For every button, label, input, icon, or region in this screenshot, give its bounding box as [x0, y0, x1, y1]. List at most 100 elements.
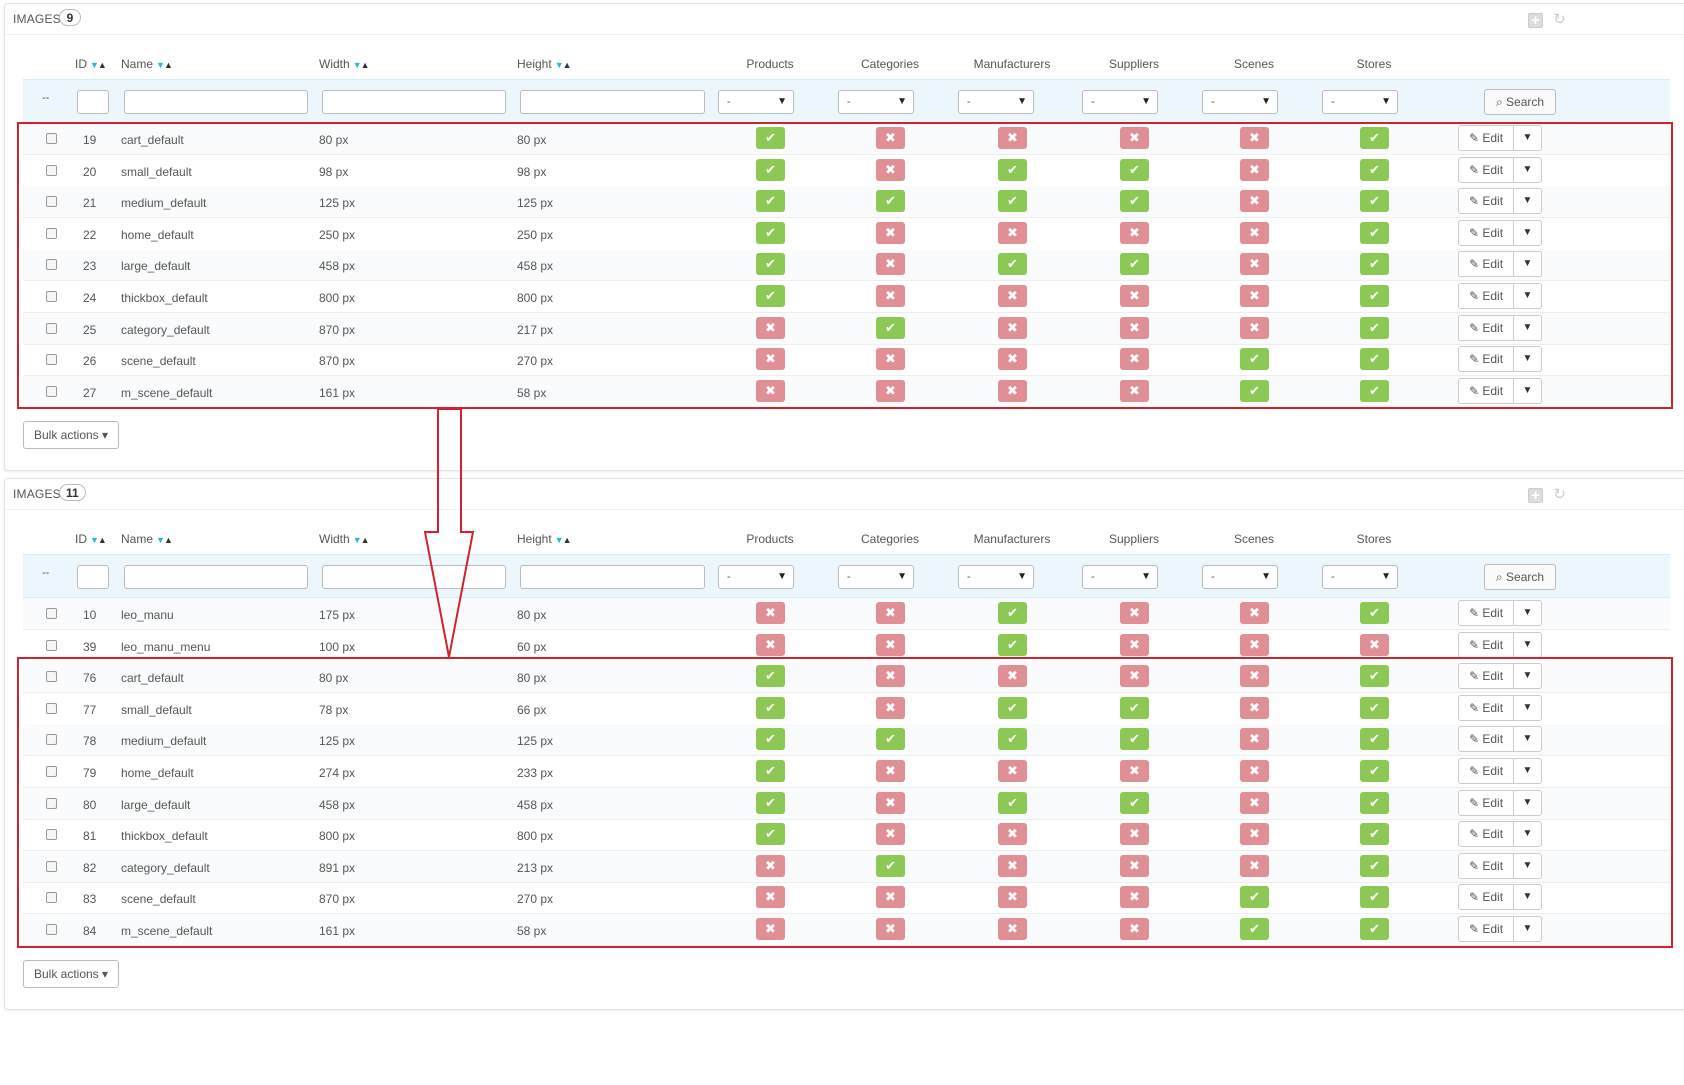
cross-icon[interactable]: ✖	[756, 918, 785, 940]
check-icon[interactable]: ✔	[756, 696, 785, 719]
cross-icon[interactable]: ✖	[876, 253, 905, 276]
row-checkbox[interactable]	[46, 227, 57, 239]
filter-manufacturers-select[interactable]: - ▼	[958, 565, 1034, 589]
edit-button[interactable]: ✎ Edit	[1458, 314, 1514, 341]
check-icon[interactable]: ✔	[1240, 379, 1269, 402]
cross-icon[interactable]: ✖	[1240, 285, 1269, 307]
edit-button[interactable]: ✎ Edit	[1458, 631, 1514, 658]
cross-icon[interactable]: ✖	[756, 348, 785, 371]
cross-icon[interactable]: ✖	[1240, 316, 1269, 339]
cross-icon[interactable]: ✖	[756, 379, 785, 402]
refresh-icon[interactable]: ↻	[1553, 11, 1566, 28]
row-checkbox[interactable]	[46, 766, 57, 777]
cross-icon[interactable]: ✖	[876, 127, 905, 149]
check-icon[interactable]: ✔	[1120, 728, 1149, 751]
cross-icon[interactable]: ✖	[998, 918, 1027, 940]
cross-icon[interactable]: ✖	[998, 348, 1027, 371]
row-actions-dropdown[interactable]: ▼	[1514, 219, 1542, 246]
sort-arrows-icon[interactable]: ▼▲	[554, 60, 572, 70]
cross-icon[interactable]: ✖	[756, 633, 785, 656]
check-icon[interactable]: ✔	[1240, 348, 1269, 371]
cross-icon[interactable]: ✖	[1360, 633, 1389, 656]
check-icon[interactable]: ✔	[1360, 285, 1389, 307]
cross-icon[interactable]: ✖	[756, 602, 785, 624]
check-icon[interactable]: ✔	[1120, 190, 1149, 213]
check-icon[interactable]: ✔	[1360, 760, 1389, 782]
sort-arrows-icon[interactable]: ▼▲	[90, 60, 107, 70]
row-checkbox[interactable]	[46, 702, 57, 714]
cross-icon[interactable]: ✖	[998, 316, 1027, 339]
filter-products-select[interactable]: - ▼	[718, 90, 794, 114]
row-actions-dropdown[interactable]: ▼	[1514, 600, 1542, 626]
check-icon[interactable]: ✔	[1360, 791, 1389, 814]
cross-icon[interactable]: ✖	[1120, 127, 1149, 149]
bulk-actions-button[interactable]: Bulk actions ▾	[23, 959, 119, 988]
filter-products-select[interactable]: - ▼	[718, 565, 794, 589]
cross-icon[interactable]: ✖	[876, 285, 905, 307]
edit-button[interactable]: ✎ Edit	[1458, 916, 1514, 942]
cross-icon[interactable]: ✖	[1120, 316, 1149, 339]
row-checkbox[interactable]	[46, 639, 57, 651]
check-icon[interactable]: ✔	[998, 696, 1027, 719]
edit-button[interactable]: ✎ Edit	[1458, 884, 1514, 911]
filter-name-input[interactable]	[124, 90, 308, 114]
cross-icon[interactable]: ✖	[1120, 348, 1149, 371]
check-icon[interactable]: ✔	[1360, 253, 1389, 276]
check-icon[interactable]: ✔	[756, 665, 785, 688]
filter-id-input[interactable]	[77, 565, 109, 589]
check-icon[interactable]: ✔	[756, 190, 785, 213]
row-checkbox[interactable]	[46, 608, 57, 619]
search-button[interactable]: ⌕ Search	[1484, 89, 1556, 115]
edit-button[interactable]: ✎ Edit	[1458, 125, 1514, 151]
check-icon[interactable]: ✔	[1360, 854, 1389, 877]
row-checkbox[interactable]	[46, 924, 57, 935]
check-icon[interactable]: ✔	[1120, 253, 1149, 276]
edit-button[interactable]: ✎ Edit	[1458, 789, 1514, 816]
check-icon[interactable]: ✔	[1360, 823, 1389, 846]
check-icon[interactable]: ✔	[756, 285, 785, 307]
row-actions-dropdown[interactable]: ▼	[1514, 631, 1542, 658]
cross-icon[interactable]: ✖	[998, 854, 1027, 877]
cross-icon[interactable]: ✖	[876, 602, 905, 624]
filter-width-input[interactable]	[322, 90, 506, 114]
search-button[interactable]: ⌕ Search	[1484, 564, 1556, 590]
cross-icon[interactable]: ✖	[1240, 158, 1269, 181]
cross-icon[interactable]: ✖	[998, 823, 1027, 846]
check-icon[interactable]: ✔	[1360, 127, 1389, 149]
refresh-icon[interactable]: ↻	[1553, 486, 1566, 503]
row-actions-dropdown[interactable]: ▼	[1514, 188, 1542, 215]
cross-icon[interactable]: ✖	[1120, 285, 1149, 307]
cross-icon[interactable]: ✖	[998, 665, 1027, 688]
cross-icon[interactable]: ✖	[1240, 253, 1269, 276]
check-icon[interactable]: ✔	[1240, 886, 1269, 909]
edit-button[interactable]: ✎ Edit	[1458, 821, 1514, 848]
row-checkbox[interactable]	[46, 671, 57, 683]
cross-icon[interactable]: ✖	[1120, 760, 1149, 782]
row-actions-dropdown[interactable]: ▼	[1514, 314, 1542, 341]
row-checkbox[interactable]	[46, 164, 57, 176]
row-actions-dropdown[interactable]: ▼	[1514, 852, 1542, 879]
check-icon[interactable]: ✔	[1360, 665, 1389, 688]
check-icon[interactable]: ✔	[876, 728, 905, 751]
edit-button[interactable]: ✎ Edit	[1458, 346, 1514, 373]
cross-icon[interactable]: ✖	[1120, 918, 1149, 940]
check-icon[interactable]: ✔	[756, 823, 785, 846]
cross-icon[interactable]: ✖	[1120, 665, 1149, 688]
cross-icon[interactable]: ✖	[1240, 728, 1269, 751]
row-checkbox[interactable]	[46, 291, 57, 302]
check-icon[interactable]: ✔	[998, 253, 1027, 276]
add-icon[interactable]: +	[1528, 488, 1543, 503]
row-checkbox[interactable]	[46, 385, 57, 397]
filter-height-input[interactable]	[520, 90, 705, 114]
edit-button[interactable]: ✎ Edit	[1458, 600, 1514, 626]
check-icon[interactable]: ✔	[756, 760, 785, 782]
cross-icon[interactable]: ✖	[1240, 127, 1269, 149]
cross-icon[interactable]: ✖	[1240, 665, 1269, 688]
edit-button[interactable]: ✎ Edit	[1458, 251, 1514, 278]
row-actions-dropdown[interactable]: ▼	[1514, 377, 1542, 404]
edit-button[interactable]: ✎ Edit	[1458, 758, 1514, 784]
sort-arrows-icon[interactable]: ▼▲	[352, 60, 370, 70]
check-icon[interactable]: ✔	[998, 158, 1027, 181]
check-icon[interactable]: ✔	[1360, 158, 1389, 181]
edit-button[interactable]: ✎ Edit	[1458, 852, 1514, 879]
